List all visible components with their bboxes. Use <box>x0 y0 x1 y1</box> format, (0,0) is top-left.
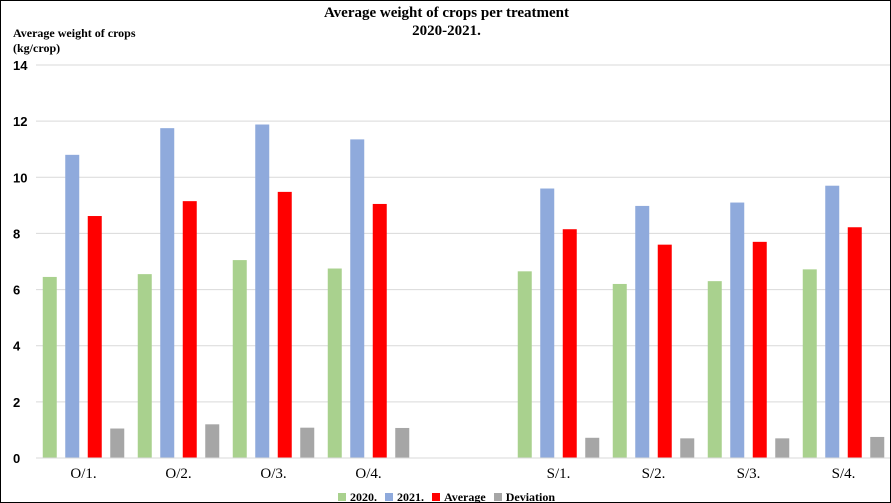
x-tick-label: S/4. <box>832 466 856 482</box>
bar <box>517 271 532 458</box>
x-tick-label: S/3. <box>737 466 761 482</box>
chart-legend: 2020. 2021. Average Deviation <box>1 490 890 503</box>
bar <box>277 191 292 458</box>
y-tick-label: 6 <box>13 283 20 298</box>
x-tick-label: S/2. <box>642 466 666 482</box>
bar <box>825 185 840 458</box>
legend-label: Average <box>443 490 486 503</box>
bar <box>65 154 80 459</box>
bar <box>847 227 862 458</box>
legend-item: 2021. <box>384 490 424 503</box>
bar <box>372 203 387 458</box>
bar <box>255 124 270 459</box>
bar <box>160 128 175 458</box>
legend-label: 2020. <box>349 490 377 503</box>
legend-swatch <box>337 493 346 501</box>
legend-item: 2020. <box>337 490 377 503</box>
x-tick-label: S/1. <box>547 466 571 482</box>
y-tick-label: 8 <box>13 226 20 241</box>
y-tick-label: 12 <box>13 114 27 129</box>
bar <box>110 428 125 458</box>
legend-swatch <box>384 493 393 501</box>
bar <box>635 205 650 458</box>
bar <box>395 427 410 458</box>
bar <box>562 229 577 458</box>
y-tick-label: 4 <box>13 339 21 354</box>
bar <box>752 241 767 458</box>
y-axis-label-line1: Average weight of crops <box>13 26 136 40</box>
bar <box>802 269 817 458</box>
legend-item: Deviation <box>493 490 556 503</box>
bar <box>42 276 57 458</box>
bar <box>350 139 365 458</box>
bar <box>205 424 220 458</box>
bar <box>680 438 695 458</box>
bar <box>612 283 627 458</box>
legend-swatch <box>493 493 502 501</box>
x-tick-label: O/4. <box>355 466 381 482</box>
y-tick-label: 0 <box>13 451 20 466</box>
bar <box>182 201 197 458</box>
bar <box>870 436 885 458</box>
bar <box>300 427 315 458</box>
y-tick-label: 2 <box>13 395 20 410</box>
bar <box>87 216 102 458</box>
chart-subtitle: 2020-2021. <box>412 23 481 39</box>
bar <box>327 268 342 458</box>
y-tick-label: 10 <box>13 170 27 185</box>
bar <box>137 274 152 458</box>
bar <box>775 438 790 458</box>
bar <box>707 281 722 458</box>
bar <box>730 202 745 458</box>
y-axis-label-line2: (kg/crop) <box>13 41 61 55</box>
x-tick-label: O/1. <box>70 466 96 482</box>
legend-label: 2021. <box>396 490 424 503</box>
x-tick-label: O/3. <box>260 466 286 482</box>
chart-title: Average weight of crops per treatment <box>323 5 570 21</box>
legend-swatch <box>431 493 440 501</box>
bar <box>540 188 555 458</box>
legend-label: Deviation <box>505 490 556 503</box>
bar <box>585 437 600 458</box>
bar <box>232 260 247 458</box>
legend-item: Average <box>431 490 486 503</box>
y-tick-label: 14 <box>13 58 28 73</box>
bar <box>657 244 672 458</box>
x-tick-label: O/2. <box>165 466 191 482</box>
